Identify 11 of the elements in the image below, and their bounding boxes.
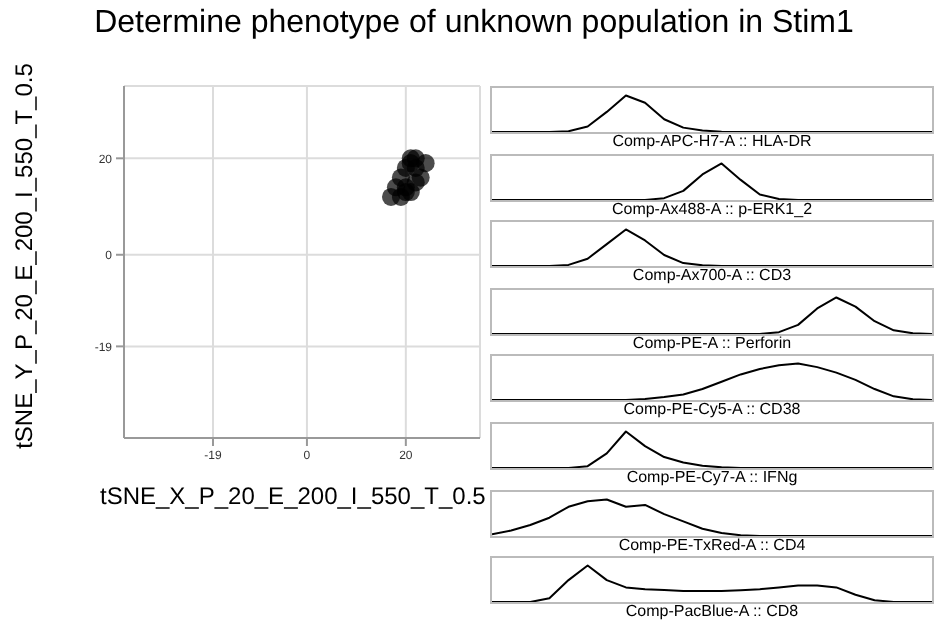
x-axis-title: Comp-PE-Cy7-A :: IFNg [624, 468, 800, 486]
x-axis-title: Comp-PE-Cy5-A :: CD38 [621, 400, 803, 419]
x-axis-title: Comp-Ax488-A :: p-ERK1_2 [609, 199, 815, 218]
x-axis-title: Comp-APC-H7-A :: HLA-DR [610, 132, 814, 150]
x-axis-title: tSNE_X_P_20_E_200_I_550_T_0.5 [100, 482, 486, 510]
y-axis-title: tSNE_Y_P_20_E_200_I_550_T_0.5 [10, 63, 38, 449]
chart-title: Determine phenotype of unknown population in Stim1 [92, 6, 856, 42]
x-axis-title: Comp-PE-A :: Perforin [630, 333, 794, 352]
x-axis-title: Comp-PE-TxRed-A :: CD4 [616, 535, 808, 554]
x-axis-title: Comp-Ax700-A :: CD3 [630, 266, 794, 285]
x-axis-title: Comp-PacBlue-A :: CD8 [623, 602, 801, 621]
